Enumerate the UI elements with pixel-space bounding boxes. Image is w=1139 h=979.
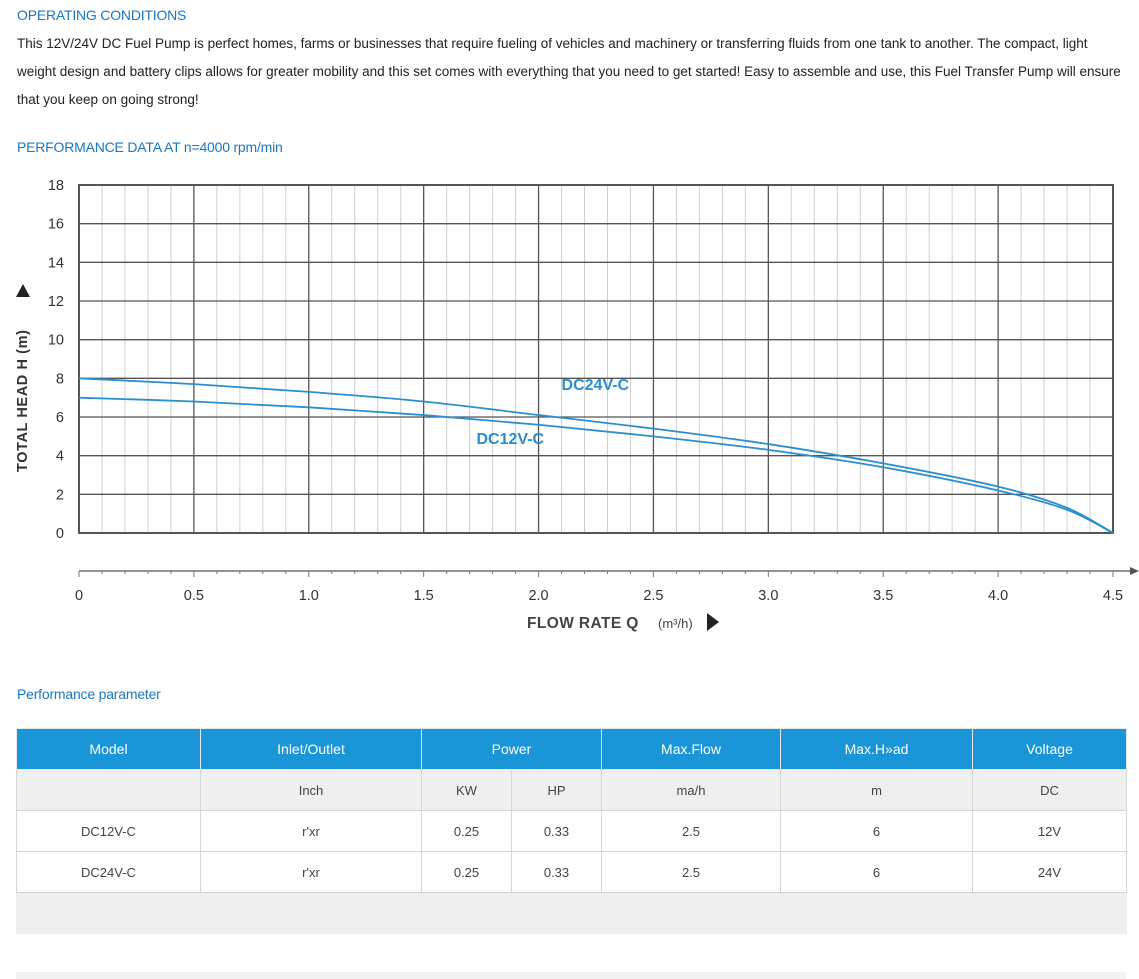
header-voltage: Voltage xyxy=(972,728,1127,770)
table-cell: DC24V-C xyxy=(16,851,201,893)
x-axis-label: FLOW RATE Q xyxy=(527,615,639,632)
table-empty-row xyxy=(16,892,1127,934)
empty-cell xyxy=(16,892,1127,934)
y-tick-label: 8 xyxy=(56,371,64,387)
subheader-cell: Inch xyxy=(200,769,422,811)
performance-chart: DC24V-C DC12V-C 0 2 4 6 8 10 12 14 16 18 0 0.5 1.0 1.… xyxy=(15,178,1139,632)
table-cell: 6 xyxy=(780,851,973,893)
table-cell: 0.25 xyxy=(421,810,512,852)
curve-dc12v-c xyxy=(78,396,1114,534)
table-cell: 2.5 xyxy=(601,851,781,893)
header-max-head: Max.H»ad xyxy=(780,728,973,770)
y-tick-label: 12 xyxy=(48,294,64,310)
x-axis-arrow-icon xyxy=(707,613,719,631)
header-inlet-outlet: Inlet/Outlet xyxy=(200,728,422,770)
table-cell: 0.33 xyxy=(511,810,602,852)
y-tick-label: 16 xyxy=(48,217,64,233)
curves xyxy=(78,377,1114,534)
table-cell: r'xr xyxy=(200,810,422,852)
x-tick-label: 4.5 xyxy=(1103,588,1123,604)
subheader-cell: ma/h xyxy=(601,769,781,811)
y-tick-labels: 0 2 4 6 8 10 12 14 16 18 xyxy=(48,178,64,542)
curve-label: DC24V-C xyxy=(562,377,630,394)
curve-label: DC12V-C xyxy=(477,431,545,448)
y-tick-label: 10 xyxy=(48,333,64,349)
header-model: Model xyxy=(16,728,201,770)
y-axis-arrow-icon xyxy=(16,284,30,297)
y-tick-label: 6 xyxy=(56,410,64,426)
x-tick-label: 3.5 xyxy=(873,588,893,604)
x-tick-label: 1.5 xyxy=(414,588,434,604)
table-cell: 2.5 xyxy=(601,810,781,852)
header-power: Power xyxy=(421,728,602,770)
x-axis-unit: (m³/h) xyxy=(658,616,693,631)
subheader-cell: m xyxy=(780,769,973,811)
performance-parameter-title: Performance parameter xyxy=(17,686,161,702)
table-row: DC24V-C r'xr 0.25 0.33 2.5 6 24V xyxy=(16,851,1127,893)
y-tick-label: 14 xyxy=(48,255,64,271)
table-subheader-row: Inch KW HP ma/h m DC xyxy=(16,769,1127,811)
table-cell: 24V xyxy=(972,851,1127,893)
y-axis-label: TOTAL HEAD H (m) xyxy=(15,329,31,472)
table-row: DC12V-C r'xr 0.25 0.33 2.5 6 12V xyxy=(16,810,1127,852)
y-tick-label: 4 xyxy=(56,449,64,465)
x-axis-line-arrow-icon xyxy=(1130,567,1139,575)
operating-description: This 12V/24V DC Fuel Pump is perfect hom… xyxy=(17,36,1121,107)
performance-data-title: PERFORMANCE DATA AT n=4000 rpm/min xyxy=(17,139,283,155)
y-axis-title: TOTAL HEAD H (m) xyxy=(15,284,31,472)
table-header-row: Model Inlet/Outlet Power Max.Flow Max.H»… xyxy=(16,728,1127,770)
x-axis xyxy=(78,567,1139,577)
table-cell: 0.25 xyxy=(421,851,512,893)
x-tick-label: 1.0 xyxy=(299,588,319,604)
performance-parameter-table: Model Inlet/Outlet Power Max.Flow Max.H»… xyxy=(16,728,1127,934)
y-tick-label: 18 xyxy=(48,178,64,194)
table-cell: DC12V-C xyxy=(16,810,201,852)
x-tick-label: 4.0 xyxy=(988,588,1008,604)
x-tick-labels: 0 0.5 1.0 1.5 2.0 2.5 3.0 3.5 4.0 4.5 xyxy=(75,588,1123,604)
x-tick-label: 0 xyxy=(75,588,83,604)
y-tick-label: 2 xyxy=(56,487,64,503)
subheader-cell: KW xyxy=(421,769,512,811)
plot-frame xyxy=(78,184,1114,534)
x-axis-title: FLOW RATE Q (m³/h) xyxy=(527,613,719,632)
minor-grid xyxy=(101,185,1091,533)
curve-labels: DC24V-C DC12V-C xyxy=(477,377,630,448)
table-cell: 0.33 xyxy=(511,851,602,893)
table-cell: 12V xyxy=(972,810,1127,852)
curve-dc24v-c xyxy=(78,377,1114,534)
x-tick-label: 2.5 xyxy=(643,588,663,604)
subheader-cell: HP xyxy=(511,769,602,811)
x-tick-label: 0.5 xyxy=(184,588,204,604)
x-tick-label: 3.0 xyxy=(758,588,778,604)
header-max-flow: Max.Flow xyxy=(601,728,781,770)
x-tick-label: 2.0 xyxy=(528,588,548,604)
operating-conditions-title: OPERATING CONDITIONS xyxy=(17,7,187,23)
bottom-strip xyxy=(16,972,1126,979)
subheader-cell: DC xyxy=(972,769,1127,811)
subheader-cell xyxy=(16,769,201,811)
y-tick-label: 0 xyxy=(56,526,64,542)
table-cell: r'xr xyxy=(200,851,422,893)
table-cell: 6 xyxy=(780,810,973,852)
major-grid xyxy=(79,185,1113,533)
